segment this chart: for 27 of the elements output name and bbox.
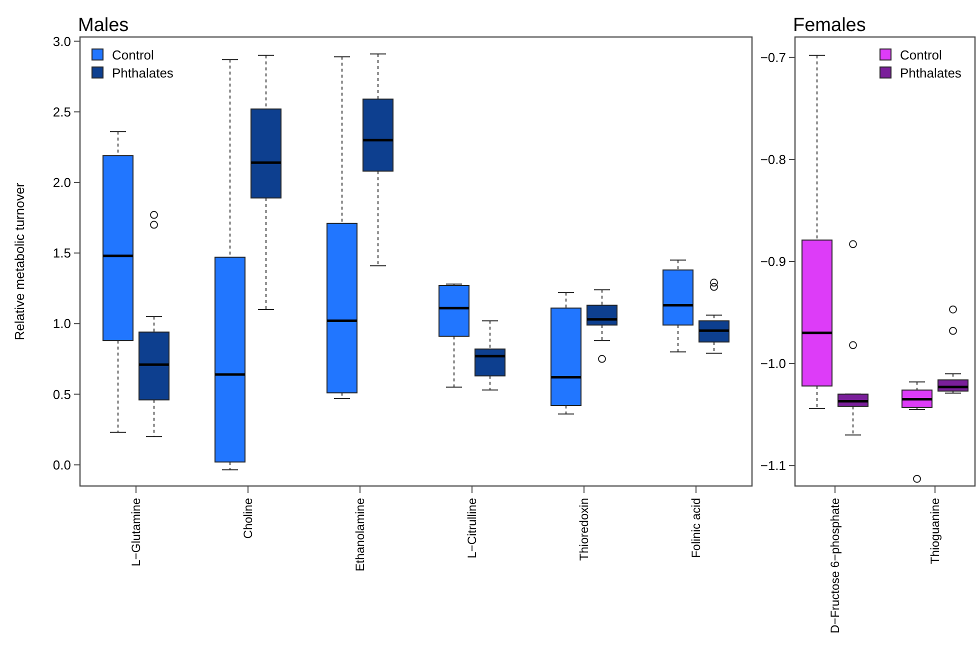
y-tick-label: −0.7 (760, 50, 786, 65)
y-tick-label: 2.5 (52, 104, 71, 120)
y-tick-label: −1.0 (760, 356, 786, 372)
legend-label: Phthalates (112, 66, 174, 81)
y-tick-label: −0.9 (760, 254, 786, 270)
y-tick-label: 3.0 (52, 34, 71, 49)
y-tick-label: 0.5 (52, 386, 71, 402)
legend-label: Control (900, 48, 942, 63)
x-tick-label: Ethanolamine (353, 498, 368, 572)
legend-label: Phthalates (900, 66, 962, 81)
x-tick-label: L−Glutamine (129, 498, 144, 566)
x-tick-label: Folinic acid (689, 498, 704, 558)
x-tick-label: L−Citrulline (465, 498, 480, 558)
y-tick-label: −1.1 (760, 458, 786, 474)
x-tick-label: Thioredoxin (577, 498, 592, 561)
y-tick-label: 1.0 (52, 316, 71, 332)
y-tick-label: 2.0 (52, 174, 71, 190)
x-tick-label: D−Fructose 6−phosphate (828, 498, 842, 634)
y-axis-title: Relative metabolic turnover (12, 182, 27, 340)
x-tick-label: Choline (241, 498, 256, 539)
chart-title: Females (793, 15, 866, 36)
y-tick-label: 0.0 (52, 457, 71, 472)
y-tick-label: −0.8 (760, 152, 786, 168)
legend-label: Control (112, 48, 154, 63)
y-tick-label: 1.5 (52, 246, 71, 261)
x-tick-label: Thioguanine (928, 498, 942, 564)
chart-title: Males (78, 15, 129, 36)
